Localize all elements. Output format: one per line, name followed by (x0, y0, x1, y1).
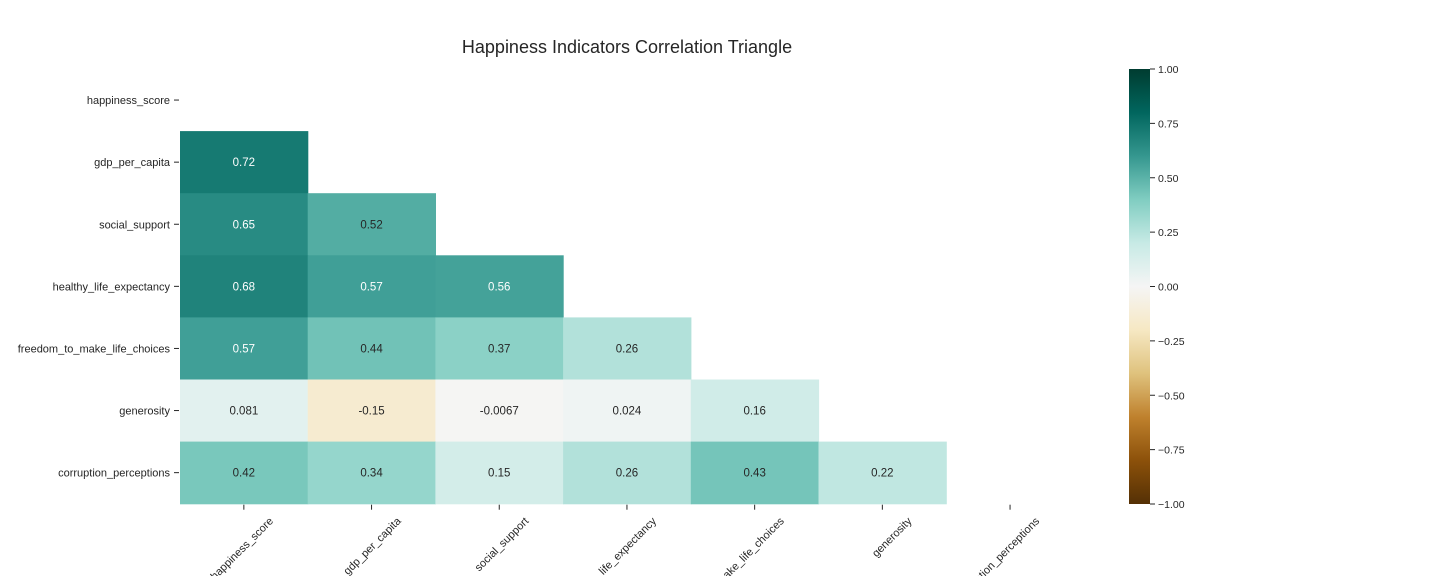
colorbar-tick-label: −1.00 (1158, 499, 1185, 511)
cell-value-label: 0.72 (233, 157, 255, 169)
cell-value-label: 0.68 (233, 281, 255, 293)
cell-value-label: 0.65 (233, 219, 255, 231)
cell-value-label: 0.57 (360, 281, 382, 293)
cell-value-label: 0.37 (488, 343, 510, 355)
colorbar-tick-label: 0.50 (1158, 173, 1179, 185)
y-tick-label: generosity (119, 406, 170, 418)
cell-value-label: 0.34 (360, 468, 383, 480)
y-tick-label: gdp_per_capita (94, 157, 171, 169)
cell-value-label: 0.081 (229, 406, 258, 418)
y-tick-label: social_support (99, 219, 170, 231)
heatmap-cell (818, 441, 947, 505)
heatmap-cell (180, 317, 309, 381)
cell-value-label: 0.26 (616, 468, 638, 480)
y-tick-label: freedom_to_make_life_choices (18, 343, 171, 355)
cell-value-label: 0.52 (360, 219, 382, 231)
y-axis-tick-labels: happiness_score gdp_per_capita social_supp… (18, 95, 179, 480)
heatmap-cell (307, 379, 436, 443)
colorbar-tick-label: 0.00 (1158, 282, 1179, 294)
colorbar-tick-label: 0.75 (1158, 118, 1179, 130)
heatmap-cell (563, 441, 692, 505)
heatmap-cell (307, 193, 436, 256)
cell-value-label: 0.44 (360, 343, 383, 355)
cell-value-label: 0.43 (743, 468, 765, 480)
heatmap-cell (180, 193, 309, 256)
y-tick-label: corruption_perceptions (58, 468, 170, 480)
x-tick-label: happiness_score (209, 515, 276, 576)
heatmap-cell (690, 379, 820, 443)
x-tick-label: ake_life_choices (721, 515, 787, 576)
colorbar-tick-label: −0.50 (1158, 390, 1185, 402)
cell-value-label: 0.26 (616, 343, 638, 355)
x-tick-label: ption_perceptions (972, 515, 1042, 576)
colorbar-gradient (1129, 69, 1150, 504)
heatmap-cell (435, 255, 564, 318)
y-tick-label: happiness_score (87, 95, 170, 107)
heatmap-cell (690, 441, 820, 505)
cell-value-label: 0.57 (233, 343, 255, 355)
colorbar-tick-label: −0.75 (1158, 445, 1185, 457)
heatmap-cell (435, 441, 564, 505)
colorbar-tick-label: −0.25 (1158, 336, 1185, 348)
chart-title: Happiness Indicators Correlation Triangl… (462, 37, 792, 57)
heatmap-cell (307, 255, 436, 318)
cell-value-label: 0.42 (233, 468, 255, 480)
y-tick-label: healthy_life_expectancy (53, 281, 171, 293)
heatmap-cell (435, 379, 564, 443)
cell-value-label: -0.15 (358, 406, 384, 418)
heatmap-cell (563, 317, 692, 381)
heatmap-cell (180, 379, 309, 443)
heatmap-cell (563, 379, 692, 443)
colorbar: 1.00 0.75 0.50 0.25 0.00 −0.25 −0.50 −0.75 −1.00 (1129, 64, 1185, 511)
x-tick-label: social_support (473, 515, 532, 574)
heatmap-cell (307, 441, 436, 505)
colorbar-tick-label: 0.25 (1158, 227, 1179, 239)
heatmap-cell (180, 441, 309, 505)
colorbar-tick-label: 1.00 (1158, 64, 1179, 76)
heatmap-cell (435, 317, 564, 381)
x-axis-tick-labels: happiness_score gdp_per_capita social_supp… (209, 504, 1043, 576)
heatmap-cell (180, 131, 309, 194)
cell-value-label: 0.15 (488, 468, 510, 480)
cell-value-label: 0.22 (871, 468, 893, 480)
cell-value-label: -0.0067 (480, 406, 519, 418)
cell-value-label: 0.16 (743, 406, 765, 418)
heatmap-cell (307, 317, 436, 381)
heatmap-cell (180, 255, 309, 318)
x-tick-label: generosity (870, 515, 915, 560)
heatmap-cells: 0.72 0.65 0.52 0.68 0.57 0.56 0.57 0.44 0.37 0.26… (180, 131, 947, 505)
cell-value-label: 0.024 (613, 406, 642, 418)
x-tick-label: gdp_per_capita (342, 515, 405, 576)
cell-value-label: 0.56 (488, 281, 510, 293)
x-tick-label: _life_expectancy (592, 515, 659, 576)
